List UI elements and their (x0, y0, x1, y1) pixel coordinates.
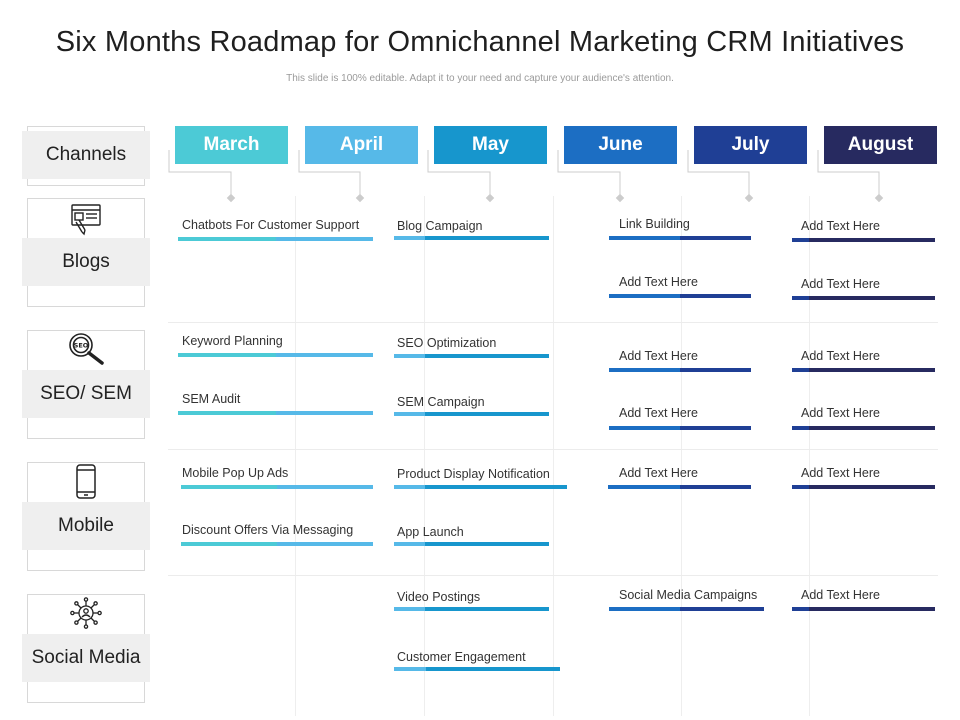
channel-label-seo-sem: SEO/ SEM (22, 370, 150, 418)
task-label: Add Text Here (619, 406, 698, 420)
task-bar (792, 368, 935, 372)
task-label: SEM Campaign (397, 395, 485, 409)
task-bar (394, 412, 549, 416)
page-subtitle: This slide is 100% editable. Adapt it to… (286, 73, 674, 84)
task-bar (608, 485, 751, 489)
grid-column-line (295, 196, 296, 716)
row-separator (168, 449, 938, 450)
task-bar (609, 426, 751, 430)
task-bar (792, 485, 935, 489)
task-bar (792, 238, 935, 242)
task-bar (394, 236, 549, 240)
task-label: Add Text Here (801, 406, 880, 420)
task-label: Add Text Here (801, 588, 880, 602)
task-bar (394, 607, 549, 611)
month-header-june: June (564, 126, 677, 164)
task-bar (609, 368, 751, 372)
task-bar (394, 667, 560, 671)
task-label: Add Text Here (801, 466, 880, 480)
row-separator (168, 322, 938, 323)
task-bar (792, 296, 935, 300)
month-header-may: May (434, 126, 547, 164)
task-label: Customer Engagement (397, 650, 526, 664)
task-label: Add Text Here (801, 277, 880, 291)
task-label: Keyword Planning (182, 334, 283, 348)
task-label: Link Building (619, 217, 690, 231)
task-bar (394, 542, 549, 546)
mobile-phone-icon (76, 464, 96, 499)
task-bar (792, 607, 935, 611)
grid-column-line (424, 196, 425, 716)
blog-icon (71, 204, 101, 236)
task-label: App Launch (397, 525, 464, 539)
channel-label-mobile: Mobile (22, 502, 150, 550)
month-header-august: August (824, 126, 937, 164)
month-connectors (168, 150, 884, 203)
task-bar (609, 236, 751, 240)
task-label: Video Postings (397, 590, 481, 604)
task-bar (394, 354, 549, 358)
task-bar (609, 607, 764, 611)
task-bar (609, 294, 751, 298)
task-bar (178, 411, 373, 415)
task-label: Mobile Pop Up Ads (182, 466, 289, 480)
task-bar (792, 426, 935, 430)
task-bar (394, 485, 567, 489)
svg-text:SEO: SEO (74, 342, 89, 350)
row-separator (168, 575, 938, 576)
task-label: Add Text Here (619, 349, 698, 363)
month-header-march: March (175, 126, 288, 164)
seo-search-icon: SEO (69, 333, 104, 365)
task-bar (181, 485, 373, 489)
month-header-july: July (694, 126, 807, 164)
channel-label-social-media: Social Media (22, 634, 150, 682)
month-header-april: April (305, 126, 418, 164)
task-label: Add Text Here (801, 219, 880, 233)
task-label: Social Media Campaigns (619, 588, 758, 602)
grid-column-line (809, 196, 810, 716)
task-label: Add Text Here (619, 275, 698, 289)
task-bar (178, 237, 373, 241)
social-network-icon (70, 597, 102, 629)
grid-column-line (553, 196, 554, 716)
task-bar (181, 542, 373, 546)
page-title: Six Months Roadmap for Omnichannel Marke… (55, 26, 905, 58)
channel-label-blogs: Blogs (22, 238, 150, 286)
channels-header: Channels (22, 131, 150, 179)
task-label: Blog Campaign (397, 219, 483, 233)
grid-column-line (681, 196, 682, 716)
task-label: SEO Optimization (397, 336, 497, 350)
task-label: Add Text Here (619, 466, 698, 480)
task-label: Add Text Here (801, 349, 880, 363)
task-label: Chatbots For Customer Support (182, 218, 360, 232)
task-label: SEM Audit (182, 392, 241, 406)
task-label: Discount Offers Via Messaging (182, 523, 354, 537)
task-label: Product Display Notification (397, 467, 550, 481)
task-bar (178, 353, 373, 357)
